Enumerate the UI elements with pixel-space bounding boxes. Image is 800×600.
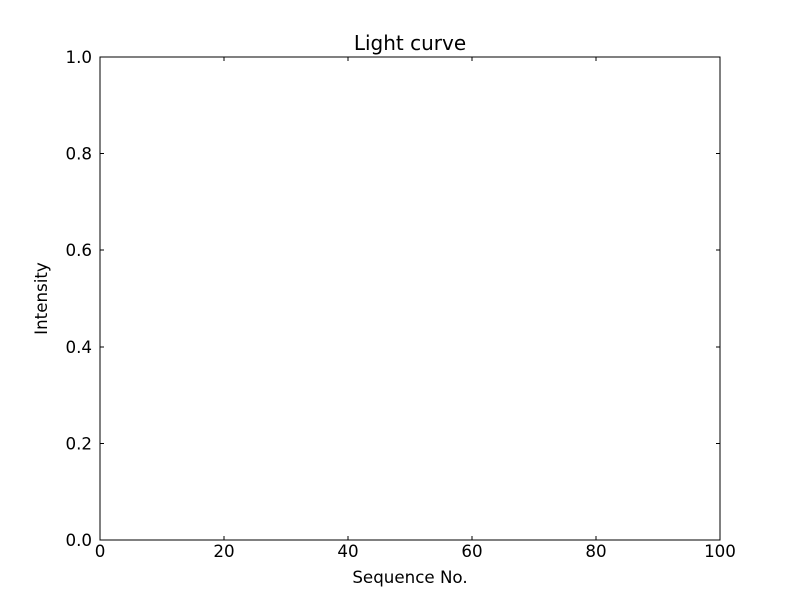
x-tick-label: 0	[95, 541, 106, 561]
y-tick-label: 0.8	[65, 144, 92, 164]
y-tick-label: 0.4	[65, 337, 92, 357]
y-axis-label: Intensity	[31, 262, 51, 335]
x-tick-label: 80	[585, 541, 606, 561]
x-tick-label: 60	[461, 541, 482, 561]
y-tick-label: 0.6	[65, 240, 92, 260]
y-tick-label: 0.0	[65, 530, 92, 550]
plot-area	[99, 56, 721, 541]
y-tick-label: 1.0	[65, 47, 92, 67]
axis-ticks	[99, 56, 721, 541]
x-axis-label: Sequence No.	[352, 567, 467, 587]
x-tick-label: 20	[213, 541, 234, 561]
y-axis-tick-labels: 0.0 0.2 0.4 0.6 0.8 1.0	[65, 47, 92, 550]
x-tick-label: 100	[704, 541, 736, 561]
x-axis-tick-labels: 0 20 40 60 80 100	[95, 541, 736, 561]
chart-title: Light curve	[354, 31, 466, 55]
y-tick-label: 0.2	[65, 433, 92, 453]
x-tick-label: 40	[337, 541, 358, 561]
